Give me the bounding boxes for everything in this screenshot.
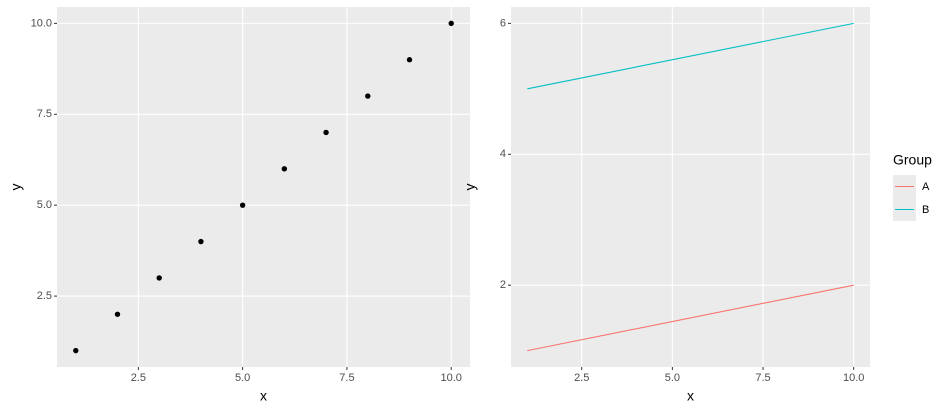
x-tick-label: 2.5 [574, 372, 589, 384]
y-tick-label: 5.0 [37, 199, 52, 211]
y-axis-title: y [8, 184, 24, 191]
point [323, 129, 329, 136]
point [156, 275, 162, 281]
x-tick-label: 7.5 [339, 372, 354, 384]
y-axis-title: y [462, 184, 478, 191]
line [527, 284, 854, 352]
point [281, 166, 288, 172]
y-tick-label: 7.5 [37, 108, 52, 120]
y-tick-label: 4 [500, 148, 506, 160]
y-tick-label: 10.0 [31, 17, 52, 29]
point [239, 202, 246, 208]
legend-label: B [922, 204, 929, 216]
y-tick-label: 2.5 [37, 290, 52, 302]
point [73, 347, 79, 354]
y-tick-label: 2 [500, 279, 506, 291]
x-axis-title: x [687, 388, 694, 404]
line [527, 22, 854, 90]
point [114, 311, 121, 317]
x-tick-label: 10.0 [843, 372, 864, 384]
legend-title: Group [893, 152, 932, 168]
x-tick-label: 5.0 [235, 372, 250, 384]
x-axis-title: x [260, 388, 267, 404]
point [198, 238, 204, 245]
panel-background [511, 7, 870, 367]
x-tick-label: 5.0 [665, 372, 680, 384]
panel-background [57, 7, 470, 367]
point [448, 20, 454, 27]
y-tick-label: 6 [500, 17, 506, 29]
x-tick-label: 7.5 [755, 372, 770, 384]
point [406, 57, 413, 63]
point [365, 93, 371, 99]
legend-label: A [922, 181, 930, 193]
x-tick-label: 10.0 [441, 372, 462, 384]
x-tick-label: 2.5 [131, 372, 146, 384]
